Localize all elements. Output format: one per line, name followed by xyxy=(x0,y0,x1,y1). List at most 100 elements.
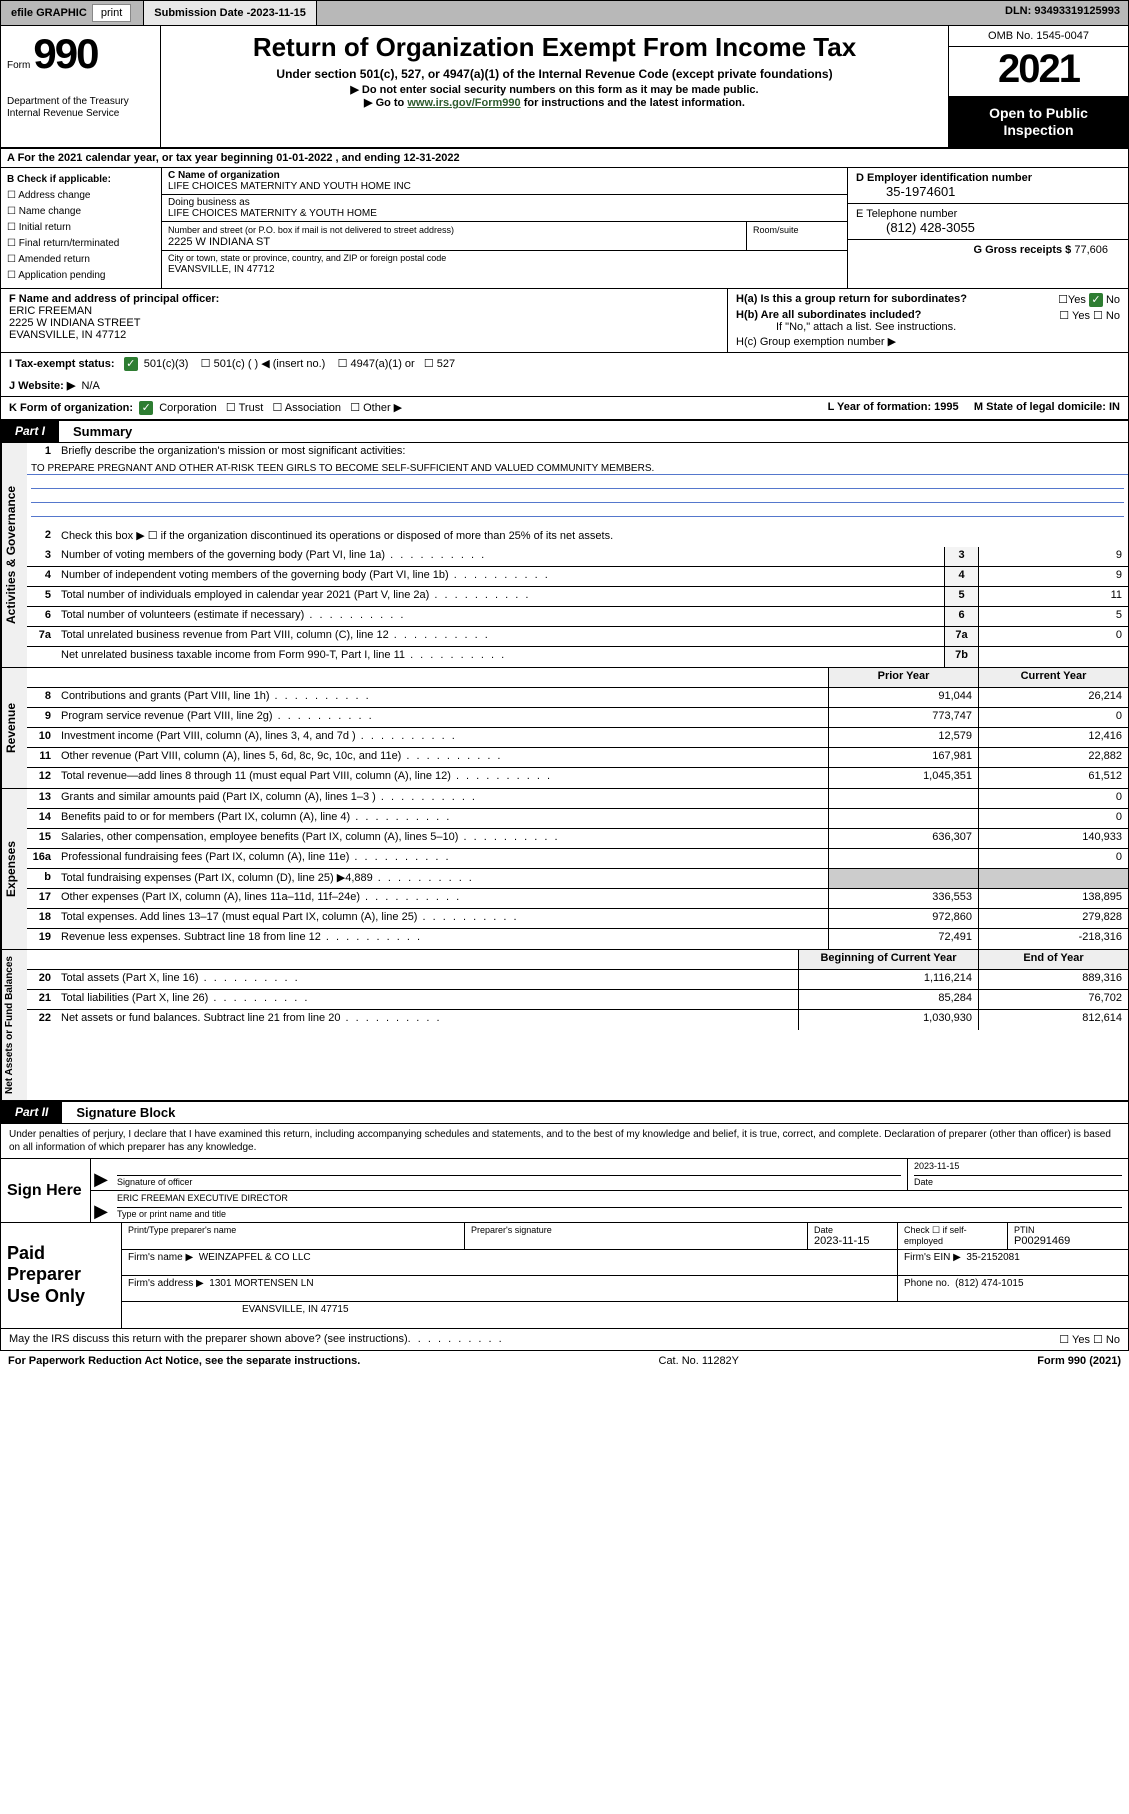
curr-val: 61,512 xyxy=(978,768,1128,788)
gov-line: Net unrelated business taxable income fr… xyxy=(27,647,1128,667)
line-box: 6 xyxy=(944,607,978,626)
prep-self-label: Check ☐ if self-employed xyxy=(904,1225,1001,1246)
line-num: 9 xyxy=(27,708,57,727)
form-ref: Form 990 (2021) xyxy=(1037,1355,1121,1367)
mline2 xyxy=(31,489,1124,503)
line-num: 8 xyxy=(27,688,57,707)
sig-arrow-2: ▶ xyxy=(91,1191,111,1222)
dba-cell: Doing business as LIFE CHOICES MATERNITY… xyxy=(162,195,847,222)
vlabel-rev: Revenue xyxy=(1,668,27,788)
chk-name-change[interactable]: Name change xyxy=(7,206,81,217)
opt-501c[interactable]: 501(c) ( ) ◀ (insert no.) xyxy=(201,358,326,370)
chk-initial-return[interactable]: Initial return xyxy=(7,222,71,233)
sig-label: Signature of officer xyxy=(117,1175,901,1187)
submission-label: Submission Date - xyxy=(154,7,250,19)
website-value: N/A xyxy=(81,380,99,392)
data-line: 21Total liabilities (Part X, line 26)85,… xyxy=(27,990,1128,1010)
curr-val: 0 xyxy=(978,789,1128,808)
prior-val: 636,307 xyxy=(828,829,978,848)
discuss-text: May the IRS discuss this return with the… xyxy=(9,1333,408,1346)
officer-signature-field[interactable]: Signature of officer xyxy=(111,1159,908,1190)
i-label: I Tax-exempt status: xyxy=(9,358,115,370)
part1-label: Part I xyxy=(1,421,59,442)
opt-4947[interactable]: 4947(a)(1) or xyxy=(338,358,415,370)
mline3 xyxy=(31,503,1124,517)
line-val xyxy=(978,647,1128,667)
net-body: Beginning of Current Year End of Year 20… xyxy=(27,950,1128,1100)
line-desc: Number of independent voting members of … xyxy=(57,567,944,586)
line-desc: Total fundraising expenses (Part IX, col… xyxy=(57,869,828,888)
org-name: LIFE CHOICES MATERNITY AND YOUTH HOME IN… xyxy=(168,181,411,192)
ein-value: 35-1974601 xyxy=(856,184,1120,199)
firm-addr-label: Firm's address ▶ xyxy=(128,1278,204,1289)
opt-501c3: 501(c)(3) xyxy=(144,358,189,370)
line-num: b xyxy=(27,869,57,888)
curr-val: -218,316 xyxy=(978,929,1128,949)
discuss-dots xyxy=(408,1333,504,1346)
net-header-row: Beginning of Current Year End of Year xyxy=(27,950,1128,970)
chk-amended[interactable]: Amended return xyxy=(7,254,90,265)
curr-val: 76,702 xyxy=(978,990,1128,1009)
line-num: 13 xyxy=(27,789,57,808)
form-label: Form xyxy=(7,60,30,71)
line-desc: Number of voting members of the governin… xyxy=(57,547,944,566)
net-hn xyxy=(27,950,57,969)
line-num: 15 xyxy=(27,829,57,848)
curr-val xyxy=(978,869,1128,888)
chk-final-return[interactable]: Final return/terminated xyxy=(7,238,119,249)
line-num: 4 xyxy=(27,567,57,586)
vlabel-gov: Activities & Governance xyxy=(1,443,27,667)
page-footer: For Paperwork Reduction Act Notice, see … xyxy=(0,1351,1129,1371)
print-button[interactable]: print xyxy=(92,4,131,22)
prior-val: 72,491 xyxy=(828,929,978,949)
row-fh: F Name and address of principal officer:… xyxy=(0,289,1129,353)
city-value: EVANSVILLE, IN 47712 xyxy=(168,264,275,275)
data-line: 22Net assets or fund balances. Subtract … xyxy=(27,1010,1128,1030)
ha-no-check xyxy=(1089,293,1103,307)
chk-corporation xyxy=(139,401,153,415)
data-line: 9Program service revenue (Part VIII, lin… xyxy=(27,708,1128,728)
city-label: City or town, state or province, country… xyxy=(168,253,446,263)
line-desc: Investment income (Part VIII, column (A)… xyxy=(57,728,828,747)
opt-527[interactable]: 527 xyxy=(424,358,455,370)
ha-answer: ☐Yes No xyxy=(1058,293,1120,307)
line-desc: Benefits paid to or for members (Part IX… xyxy=(57,809,828,828)
line-val: 9 xyxy=(978,547,1128,566)
m-state: M State of legal domicile: IN xyxy=(974,401,1120,413)
discuss-yesno[interactable] xyxy=(1059,1333,1120,1346)
chk-address-change[interactable]: Address change xyxy=(7,190,90,201)
curr-val: 812,614 xyxy=(978,1010,1128,1030)
prior-val: 1,116,214 xyxy=(798,970,978,989)
cat-no: Cat. No. 11282Y xyxy=(360,1355,1037,1367)
line-num: 3 xyxy=(27,547,57,566)
opt-other[interactable]: Other ▶ xyxy=(350,402,402,414)
gov-line: 3Number of voting members of the governi… xyxy=(27,547,1128,567)
irs-link[interactable]: www.irs.gov/Form990 xyxy=(407,97,520,109)
curr-val: 138,895 xyxy=(978,889,1128,908)
line-desc: Other expenses (Part IX, column (A), lin… xyxy=(57,889,828,908)
street-row: Number and street (or P.O. box if mail i… xyxy=(162,222,847,251)
summary-governance: Activities & Governance 1 Briefly descri… xyxy=(0,443,1129,668)
line-val: 5 xyxy=(978,607,1128,626)
form-title: Return of Organization Exempt From Incom… xyxy=(171,32,938,63)
chk-app-pending[interactable]: Application pending xyxy=(7,270,106,281)
opt-assoc[interactable]: Association xyxy=(272,402,341,414)
j-label: J Website: ▶ xyxy=(9,380,75,392)
prior-val xyxy=(828,789,978,808)
col-begin: Beginning of Current Year xyxy=(798,950,978,969)
officer-name-title: ERIC FREEMAN EXECUTIVE DIRECTOR xyxy=(117,1193,288,1203)
sig-date: 2023-11-15 xyxy=(914,1161,959,1171)
rev-body: Prior Year Current Year 8Contributions a… xyxy=(27,668,1128,788)
phone-value: (812) 428-3055 xyxy=(856,220,1120,235)
data-line: 10Investment income (Part VIII, column (… xyxy=(27,728,1128,748)
exp-body: 13Grants and similar amounts paid (Part … xyxy=(27,789,1128,949)
opt-trust[interactable]: Trust xyxy=(226,402,263,414)
city-cell: City or town, state or province, country… xyxy=(162,251,847,277)
line-desc: Total number of individuals employed in … xyxy=(57,587,944,606)
line-num: 21 xyxy=(27,990,57,1009)
curr-val: 0 xyxy=(978,849,1128,868)
discuss-row: May the IRS discuss this return with the… xyxy=(0,1329,1129,1351)
prep-date-label: Date xyxy=(814,1225,891,1235)
prior-val: 972,860 xyxy=(828,909,978,928)
line-box: 5 xyxy=(944,587,978,606)
